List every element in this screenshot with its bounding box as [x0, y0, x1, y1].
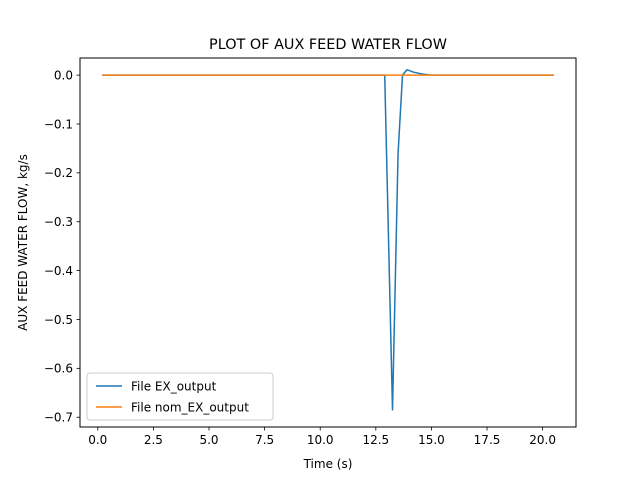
y-tick-label: −0.2 [44, 166, 73, 180]
legend-label-2: File nom_EX_output [131, 401, 249, 415]
x-tick-label: 10.0 [307, 433, 334, 447]
x-tick-label: 12.5 [362, 433, 389, 447]
x-tick-label: 0.0 [88, 433, 107, 447]
y-tick-label: −0.3 [44, 215, 73, 229]
x-tick-label: 17.5 [474, 433, 501, 447]
x-tick-label: 20.0 [529, 433, 556, 447]
y-tick-label: −0.5 [44, 313, 73, 327]
legend-label-1: File EX_output [131, 380, 217, 394]
y-tick-label: −0.1 [44, 117, 73, 131]
legend-box [86, 372, 274, 421]
plot-lines [102, 68, 554, 411]
x-tick-label: 5.0 [199, 433, 218, 447]
chart-title: PLOT OF AUX FEED WATER FLOW [209, 37, 447, 53]
x-tick-label: 7.5 [255, 433, 274, 447]
y-tick-label: −0.6 [44, 362, 73, 376]
y-tick-label: 0.0 [54, 68, 73, 82]
y-tick-label: −0.7 [44, 411, 73, 425]
x-axis-label: Time (s) [303, 457, 353, 471]
plot-frame [79, 57, 577, 428]
x-tick-label: 2.5 [144, 433, 163, 447]
y-axis-ticks: 0.0 −0.1 −0.2 −0.3 −0.4 −0.5 −0.6 −0.7 [44, 68, 80, 425]
x-tick-label: 15.0 [418, 433, 445, 447]
y-axis-label: AUX FEED WATER FLOW, kg/s [16, 154, 30, 331]
x-axis-ticks: 0.0 2.5 5.0 7.5 10.0 12.5 15.0 17.5 20.0 [88, 427, 556, 447]
legend: File EX_output File nom_EX_output [86, 372, 274, 421]
y-tick-label: −0.4 [44, 264, 73, 278]
